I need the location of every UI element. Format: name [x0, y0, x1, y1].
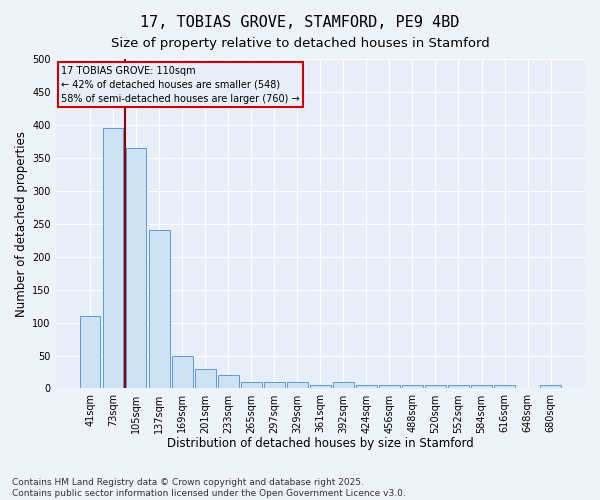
Text: 17 TOBIAS GROVE: 110sqm
← 42% of detached houses are smaller (548)
58% of semi-d: 17 TOBIAS GROVE: 110sqm ← 42% of detache…	[61, 66, 299, 104]
Bar	[218, 376, 239, 388]
Y-axis label: Number of detached properties: Number of detached properties	[15, 130, 28, 316]
Bar	[195, 368, 215, 388]
Bar	[126, 148, 146, 388]
Bar	[425, 385, 446, 388]
Bar	[241, 382, 262, 388]
Bar	[471, 385, 492, 388]
Text: 17, TOBIAS GROVE, STAMFORD, PE9 4BD: 17, TOBIAS GROVE, STAMFORD, PE9 4BD	[140, 15, 460, 30]
Bar	[172, 356, 193, 388]
Text: Contains HM Land Registry data © Crown copyright and database right 2025.
Contai: Contains HM Land Registry data © Crown c…	[12, 478, 406, 498]
Bar	[540, 385, 561, 388]
Bar	[402, 385, 423, 388]
Bar	[333, 382, 354, 388]
Bar	[103, 128, 124, 388]
Bar	[264, 382, 284, 388]
Bar	[379, 385, 400, 388]
Bar	[356, 385, 377, 388]
Text: Size of property relative to detached houses in Stamford: Size of property relative to detached ho…	[110, 38, 490, 51]
Bar	[310, 385, 331, 388]
Bar	[80, 316, 100, 388]
X-axis label: Distribution of detached houses by size in Stamford: Distribution of detached houses by size …	[167, 437, 474, 450]
Bar	[494, 385, 515, 388]
Bar	[287, 382, 308, 388]
Bar	[448, 385, 469, 388]
Bar	[149, 230, 170, 388]
